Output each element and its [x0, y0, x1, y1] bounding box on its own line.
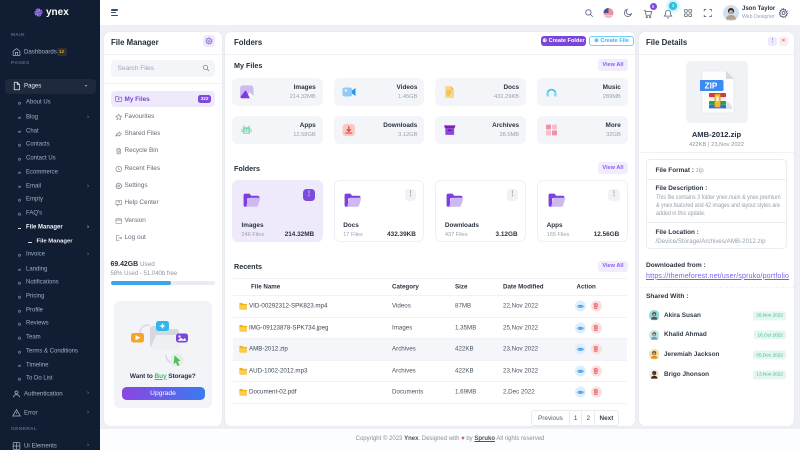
svg-text:ZIP: ZIP — [704, 82, 717, 91]
